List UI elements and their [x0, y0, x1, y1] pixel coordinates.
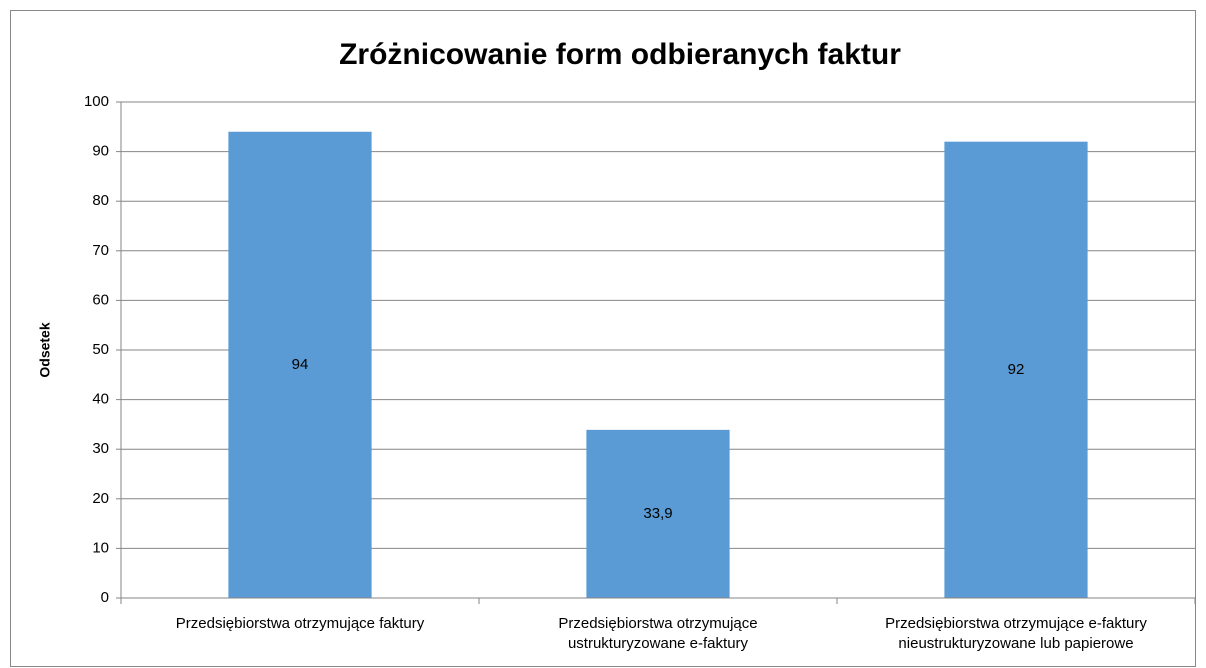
y-tick-label: 70 — [92, 242, 109, 259]
bar — [944, 141, 1088, 598]
y-tick-label: 90 — [92, 143, 109, 160]
x-tick-label: Przedsiębiorstwa otrzymujące faktury — [175, 615, 425, 632]
y-tick-label: 80 — [92, 192, 109, 209]
y-tick-label: 100 — [84, 93, 109, 110]
y-tick-label: 0 — [101, 589, 109, 606]
chart-title: Zróżnicowanie form odbieranych faktur — [339, 38, 901, 71]
y-axis-label: Odsetek — [37, 322, 53, 377]
data-label: 92 — [1008, 361, 1025, 378]
bar — [228, 131, 372, 598]
y-tick-label: 10 — [92, 539, 109, 556]
x-tick-label: Przedsiębiorstwa otrzymujące e-faktury n… — [885, 615, 1147, 652]
y-tick-label: 60 — [92, 291, 109, 308]
y-tick-label: 50 — [92, 341, 109, 358]
y-tick-label: 20 — [92, 490, 109, 507]
data-label: 94 — [292, 356, 309, 373]
bar — [586, 429, 730, 598]
data-label: 33,9 — [643, 505, 672, 522]
y-tick-label: 40 — [92, 391, 109, 408]
x-tick-label: Przedsiębiorstwa otrzymujące ustrukturyz… — [558, 615, 758, 652]
y-tick-label: 30 — [92, 440, 109, 457]
